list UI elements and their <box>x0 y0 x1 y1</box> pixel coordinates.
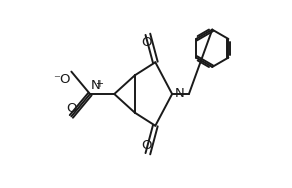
Text: O: O <box>66 102 77 115</box>
Text: +: + <box>95 79 103 89</box>
Text: O: O <box>142 139 152 152</box>
Text: N: N <box>91 79 101 92</box>
Text: N: N <box>174 87 184 101</box>
Text: ⁻O: ⁻O <box>53 73 70 86</box>
Text: O: O <box>142 36 152 49</box>
